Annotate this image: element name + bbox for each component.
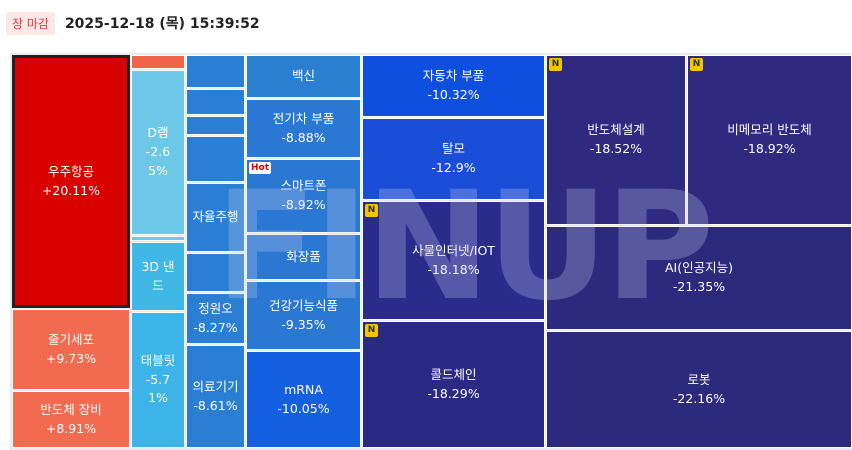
tile[interactable]: 사물인터넷/IOT -18.18% N bbox=[362, 201, 545, 320]
tile-change: +20.11% bbox=[41, 182, 101, 198]
tile-change: -8.61% bbox=[193, 397, 238, 413]
tile[interactable]: D램 -2.65% bbox=[131, 70, 185, 235]
blank-tile bbox=[131, 236, 185, 241]
tile[interactable]: 전기차 부품 -8.88% bbox=[246, 99, 361, 158]
tile-change: -22.16% bbox=[672, 390, 726, 406]
tile-name: 의료기기 bbox=[192, 378, 239, 394]
datetime: 2025-12-18 (목) 15:39:52 bbox=[64, 16, 260, 32]
tile-change: -8.27% bbox=[193, 319, 238, 335]
tile-name: 3D 낸드 bbox=[141, 258, 175, 293]
tile-change: -8.92% bbox=[281, 197, 326, 212]
tile[interactable]: 비메모리 반도체 -18.92% N bbox=[687, 55, 852, 225]
tile[interactable]: 자율주행 bbox=[186, 183, 245, 252]
header: 장 마감 2025-12-18 (목) 15:39:52 bbox=[6, 11, 260, 35]
tile[interactable]: 줄기세포 +9.73% bbox=[12, 309, 130, 390]
tile[interactable]: 탈모 -12.9% bbox=[362, 118, 545, 200]
tile-name: 화장품 bbox=[286, 248, 321, 264]
tile-name: 줄기세포 bbox=[47, 331, 94, 347]
blank-tile bbox=[186, 253, 245, 292]
tile[interactable]: 화장품 bbox=[246, 234, 361, 280]
tile-name: 비메모리 반도체 bbox=[727, 122, 812, 138]
tile-name: 자동차 부품 bbox=[422, 68, 485, 84]
tile[interactable]: AI(인공지능) -21.35% bbox=[546, 226, 852, 330]
tile-change: -10.32% bbox=[427, 87, 480, 102]
tile-change: -18.92% bbox=[743, 141, 796, 156]
tile[interactable]: 백신 bbox=[246, 55, 361, 98]
tile-change: -12.9% bbox=[431, 160, 476, 175]
tile-change: -18.52% bbox=[589, 141, 643, 156]
tile-name: 탈모 bbox=[441, 141, 465, 157]
tile-change: -18.18% bbox=[427, 261, 480, 277]
tile-change: -5.71% bbox=[145, 371, 171, 406]
tile-name: 건강기능식품 bbox=[268, 297, 338, 313]
tile-name: 태블릿 bbox=[140, 352, 176, 368]
tile[interactable]: 태블릿 -5.71% bbox=[131, 312, 185, 448]
tile-badge: N bbox=[365, 324, 378, 337]
tile[interactable]: 우주항공 +20.11% bbox=[12, 55, 130, 308]
treemap: 우주항공 +20.11% 줄기세포 +9.73% 반도체 장비 +8.91% D램 -2.65… bbox=[10, 53, 852, 450]
tile-name: 사물인터넷/IOT bbox=[412, 242, 495, 258]
tile-name: 우주항공 bbox=[47, 163, 94, 179]
tile[interactable]: 로봇 -22.16% bbox=[546, 331, 852, 448]
tile[interactable]: 의료기기 -8.61% bbox=[186, 345, 245, 448]
tile-name: 스마트폰 bbox=[280, 178, 327, 194]
tile[interactable]: 건강기능식품 -9.35% bbox=[246, 281, 361, 350]
tile-change: -2.65% bbox=[145, 144, 171, 178]
status-badge: 장 마감 bbox=[6, 11, 55, 35]
tile[interactable]: 반도체 장비 +8.91% bbox=[12, 391, 130, 448]
blank-tile bbox=[186, 116, 245, 135]
tile-name: 반도체설계 bbox=[587, 122, 645, 138]
tile-name: mRNA bbox=[284, 381, 323, 397]
tile-name: D램 bbox=[147, 125, 169, 141]
tile-change: +9.73% bbox=[45, 350, 97, 366]
tile-name: 자율주행 bbox=[192, 209, 239, 225]
tile-name: 전기차 부품 bbox=[272, 110, 335, 126]
tile[interactable]: 정원오 -8.27% bbox=[186, 293, 245, 344]
tile-name: 백신 bbox=[291, 68, 315, 84]
tile-name: 반도체 장비 bbox=[40, 401, 102, 417]
tile-change: -8.88% bbox=[281, 129, 326, 145]
tile-change: -21.35% bbox=[672, 279, 726, 294]
tile-name: 로봇 bbox=[687, 371, 711, 387]
tile[interactable]: 자동차 부품 -10.32% bbox=[362, 55, 545, 117]
blank-tile bbox=[186, 89, 245, 115]
blank-tile bbox=[131, 55, 185, 69]
tile-badge: N bbox=[549, 58, 562, 71]
tile-name: AI(인공지능) bbox=[665, 260, 733, 276]
tile-change: -9.35% bbox=[281, 316, 326, 332]
tile[interactable]: 3D 낸드 bbox=[131, 242, 185, 311]
tile[interactable]: mRNA -10.05% bbox=[246, 351, 361, 448]
blank-tile bbox=[186, 136, 245, 182]
tile[interactable]: 콜드체인 -18.29% N bbox=[362, 321, 545, 448]
tile-name: 콜드체인 bbox=[430, 366, 477, 382]
blank-tile bbox=[186, 55, 245, 88]
tile-change: -10.05% bbox=[277, 400, 330, 416]
tile-change: +8.91% bbox=[45, 420, 97, 436]
tile-badge: Hot bbox=[249, 162, 272, 174]
tile[interactable]: 반도체설계 -18.52% N bbox=[546, 55, 686, 225]
tile-badge: N bbox=[365, 204, 378, 217]
tile-change: -18.29% bbox=[427, 385, 480, 401]
tile-name: 정원오 bbox=[198, 300, 233, 316]
tile[interactable]: 스마트폰 -8.92% Hot bbox=[246, 159, 361, 233]
tile-badge: N bbox=[690, 58, 703, 71]
